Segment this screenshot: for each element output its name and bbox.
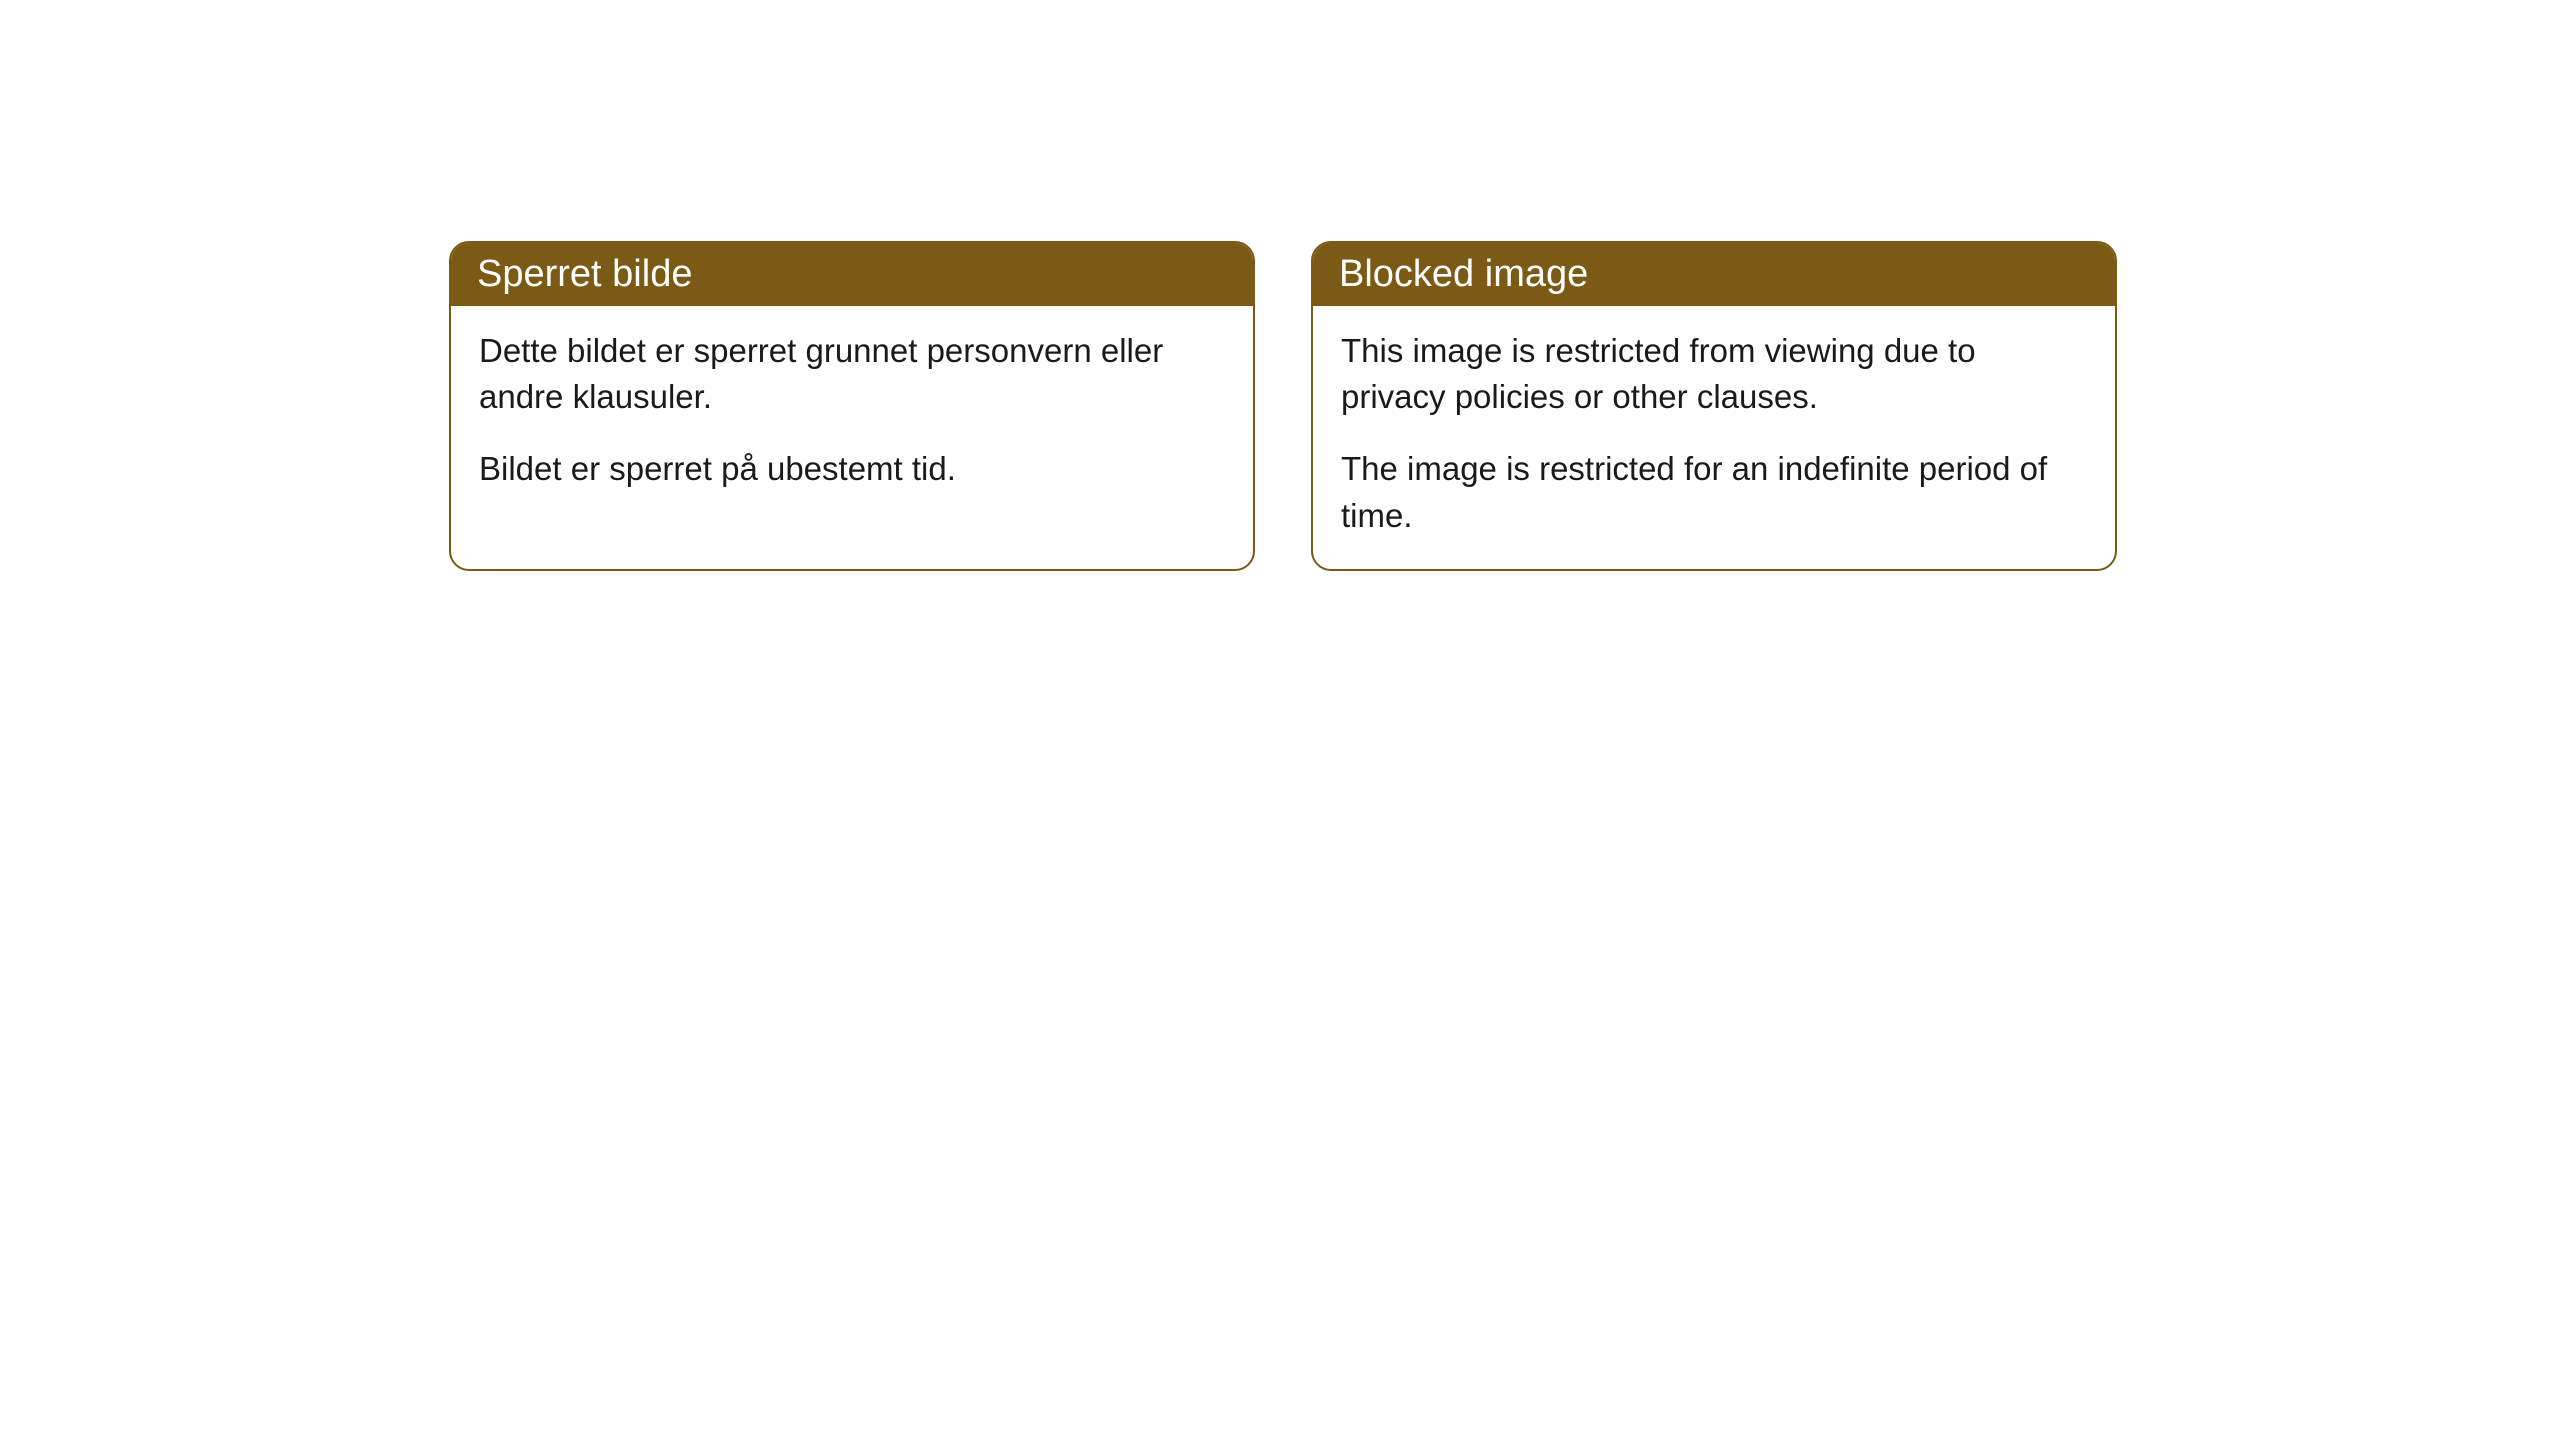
card-paragraph: The image is restricted for an indefinit… [1341,446,2087,538]
card-paragraph: Dette bildet er sperret grunnet personve… [479,328,1225,420]
info-card-english: Blocked image This image is restricted f… [1311,241,2117,571]
card-paragraph: Bildet er sperret på ubestemt tid. [479,446,1225,492]
card-paragraph: This image is restricted from viewing du… [1341,328,2087,420]
cards-container: Sperret bilde Dette bildet er sperret gr… [449,241,2117,571]
info-card-norwegian: Sperret bilde Dette bildet er sperret gr… [449,241,1255,571]
card-header: Sperret bilde [451,243,1253,306]
card-body: This image is restricted from viewing du… [1313,306,2115,569]
card-body: Dette bildet er sperret grunnet personve… [451,306,1253,523]
card-header: Blocked image [1313,243,2115,306]
